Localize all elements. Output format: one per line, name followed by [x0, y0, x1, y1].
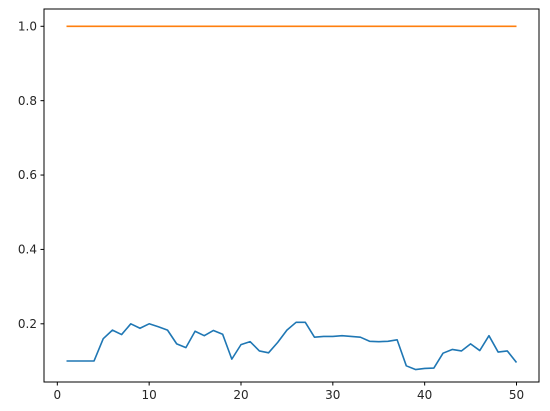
series-line-1 [66, 321, 518, 371]
x-tick-label: 20 [233, 388, 248, 402]
x-tick-label: 50 [509, 388, 524, 402]
axes: 0 10 20 30 40 50 0.2 0.4 0.6 0.8 1.0 [18, 8, 540, 402]
y-tick-label: 0.4 [18, 243, 37, 257]
x-tick-label: 30 [325, 388, 340, 402]
y-tick-label: 1.0 [18, 19, 37, 33]
x-tick-label: 40 [417, 388, 432, 402]
x-tick-label: 10 [142, 388, 157, 402]
y-tick-label: 0.8 [18, 94, 37, 108]
plot-frame [43, 8, 540, 383]
y-tick-label: 0.2 [18, 317, 37, 331]
x-tick-label: 0 [53, 388, 61, 402]
y-tick-label: 0.6 [18, 168, 37, 182]
series-layer [66, 25, 518, 371]
